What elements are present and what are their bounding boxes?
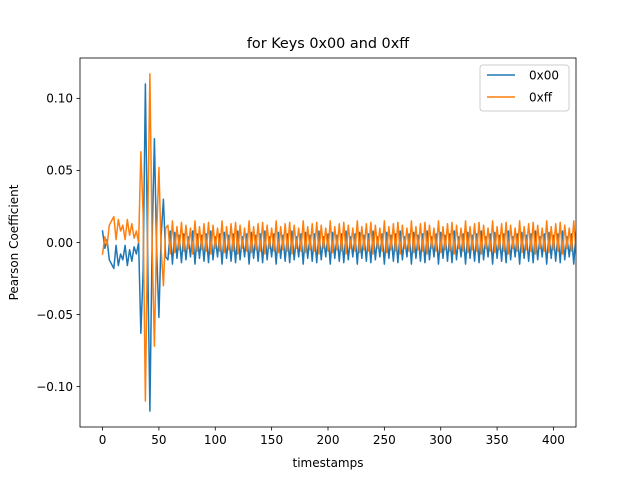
series-line-0xff [101, 73, 576, 402]
x-tick-label: 300 [429, 433, 452, 447]
x-tick-label: 0 [99, 433, 107, 447]
x-tick-label: 250 [373, 433, 396, 447]
plot-area [101, 73, 576, 412]
chart-title: for Keys 0x00 and 0xff [247, 36, 410, 52]
y-tick-label: −0.10 [36, 380, 73, 394]
y-axis-ticks: −0.10 −0.05 0.00 0.05 0.10 [36, 92, 80, 394]
x-axis-ticks: 0 50 100 150 200 250 300 350 400 [99, 427, 565, 447]
x-tick-label: 100 [204, 433, 227, 447]
y-axis-label: Pearson Coefficient [7, 184, 21, 300]
legend-label-0xff: 0xff [529, 91, 553, 105]
legend: 0x00 0xff [479, 64, 570, 112]
x-tick-label: 50 [151, 433, 166, 447]
y-tick-label: −0.05 [36, 308, 73, 322]
x-tick-label: 350 [486, 433, 509, 447]
x-tick-label: 150 [260, 433, 283, 447]
legend-box [479, 64, 570, 112]
series-layer [101, 73, 576, 412]
x-tick-label: 200 [317, 433, 340, 447]
y-tick-label: 0.10 [46, 92, 73, 106]
legend-label-0x00: 0x00 [529, 69, 559, 83]
x-tick-label: 400 [542, 433, 565, 447]
x-axis-label: timestamps [293, 456, 364, 470]
y-tick-label: 0.00 [46, 236, 73, 250]
y-tick-label: 0.05 [46, 164, 73, 178]
